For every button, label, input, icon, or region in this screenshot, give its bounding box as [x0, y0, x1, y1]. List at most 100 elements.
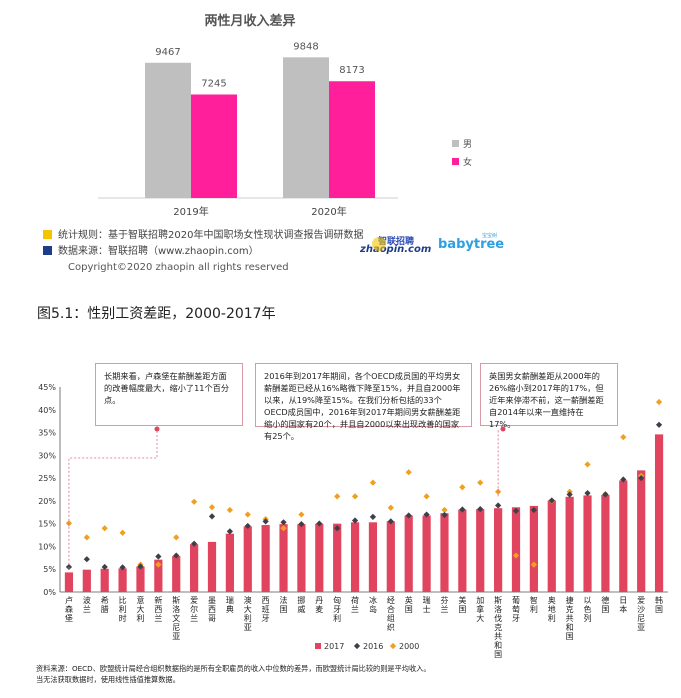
- top-bar-female: [329, 81, 375, 198]
- bar-2017: [583, 495, 592, 592]
- annotation-luxembourg: 长期来看，卢森堡在薪酬差距方面的改善幅度最大，缩小了11个百分点。: [95, 363, 243, 426]
- x-category-label: 丹麦: [315, 596, 323, 614]
- data-source-text: 数据来源：智联招聘（www.zhaopin.com）: [58, 246, 259, 257]
- x-category-label: 比利时: [119, 595, 127, 623]
- top-legend-label: 男: [463, 139, 472, 150]
- bar-2017: [386, 521, 395, 592]
- point-2000: [387, 504, 394, 511]
- top-category-label: 2020年: [311, 205, 346, 218]
- point-2000: [280, 525, 287, 532]
- x-category-label: 捷克共和国: [566, 595, 574, 641]
- bar-2017: [172, 556, 181, 592]
- point-2000: [351, 493, 359, 500]
- bar-2017: [654, 434, 664, 592]
- point-2000: [191, 498, 198, 505]
- bar-2017: [368, 522, 378, 592]
- point-2000: [512, 552, 520, 559]
- x-category-label: 新西兰: [154, 595, 162, 623]
- y-tick-label: 20%: [38, 497, 56, 506]
- point-2016: [459, 506, 466, 513]
- x-category-label: 经合组织: [387, 595, 395, 632]
- point-2000: [459, 484, 466, 491]
- y-tick-label: 35%: [38, 429, 56, 438]
- y-tick-label: 25%: [38, 474, 56, 483]
- point-2000: [441, 506, 448, 514]
- top-bar-female: [191, 94, 237, 198]
- point-2000: [173, 534, 180, 541]
- source-square-icon: [43, 246, 52, 255]
- y-tick-label: 45%: [38, 383, 56, 392]
- legend-label: 2017: [324, 642, 344, 651]
- bar-2017: [619, 480, 628, 592]
- bar-2017: [511, 507, 521, 592]
- x-category-label: 智利: [530, 595, 538, 614]
- bar-2017: [494, 508, 503, 592]
- x-category-label: 加拿大: [476, 595, 484, 623]
- point-2000: [119, 529, 126, 536]
- y-tick-label: 0%: [43, 588, 56, 597]
- bar-2017: [458, 509, 467, 592]
- top-category-label: 2019年: [173, 205, 208, 218]
- babytree-logo: 宝宝树 babytree: [438, 232, 508, 258]
- bar-2017: [333, 523, 342, 592]
- legend-label: 2016: [363, 642, 383, 651]
- x-category-label: 瑞典: [226, 595, 234, 614]
- point-2016: [495, 502, 502, 509]
- x-category-label: 以色列: [584, 596, 592, 623]
- x-category-label: 芬兰: [440, 595, 448, 614]
- top-bar-value-label: 9467: [155, 47, 180, 58]
- x-category-label: 瑞士: [423, 595, 431, 614]
- top-bar-male: [283, 57, 329, 198]
- point-2016: [316, 520, 323, 527]
- x-category-label: 美国: [458, 595, 466, 614]
- point-2016: [334, 525, 341, 532]
- x-category-label: 波兰: [83, 595, 91, 614]
- top-chart-title: 两性月收入差异: [204, 14, 296, 29]
- legend-swatch-2000: [389, 642, 397, 650]
- point-2016: [548, 497, 555, 504]
- bar-2017: [154, 559, 163, 592]
- y-tick-label: 15%: [38, 520, 56, 529]
- point-2000: [101, 525, 108, 532]
- x-category-label: 希腊: [101, 595, 109, 614]
- bar-2017: [297, 524, 306, 592]
- bar-2017: [637, 470, 646, 592]
- point-2000: [298, 511, 305, 518]
- x-category-label: 斯洛文尼亚: [172, 595, 180, 641]
- point-2016: [226, 528, 233, 535]
- bar-2017: [279, 524, 288, 592]
- legend-swatch-2016: [353, 642, 361, 650]
- bar-2017: [261, 525, 270, 592]
- bar-2017: [404, 515, 413, 592]
- y-tick-label: 40%: [38, 406, 56, 415]
- bar-2017: [350, 522, 360, 592]
- point-2000: [620, 433, 627, 441]
- figure-caption: 图5.1：性别工资差距，2000-2017年: [37, 306, 276, 322]
- x-category-label: 日本: [619, 596, 627, 614]
- y-tick-label: 5%: [43, 565, 56, 574]
- point-2000: [83, 534, 90, 541]
- top-bar-chart: 9467 7245 2019年 9848 8173 2020年 男女: [98, 41, 472, 218]
- zhaopin-logo-sub: zhaopin.com: [360, 244, 432, 255]
- x-category-label: 西班牙: [262, 596, 270, 623]
- babytree-logo-small: 宝宝树: [482, 233, 498, 239]
- x-category-label: 斯洛伐克共和国: [494, 595, 502, 659]
- annotation-dot-luxembourg: [154, 426, 160, 432]
- x-category-label: 葡萄牙: [512, 595, 520, 623]
- bar-2017: [565, 496, 574, 592]
- point-2016: [280, 519, 287, 526]
- bar-2017: [118, 568, 127, 592]
- legend-label: 2000: [399, 642, 419, 651]
- bar-2017: [601, 494, 610, 592]
- annotation-oecd-average: 2016年到2017年期间，各个OECD成员国的平均男女薪酬差距已经从16%略微…: [255, 363, 472, 441]
- point-2000: [334, 493, 341, 500]
- annotation-leader-luxembourg: [68, 429, 158, 569]
- bar-2017: [422, 515, 431, 592]
- bar-2017: [82, 569, 91, 592]
- x-category-label: 韩国: [655, 595, 663, 614]
- point-2000: [405, 469, 412, 476]
- top-legend-swatch: [452, 158, 459, 165]
- y-tick-label: 10%: [38, 542, 56, 551]
- top-bar-value-label: 9848: [293, 41, 318, 52]
